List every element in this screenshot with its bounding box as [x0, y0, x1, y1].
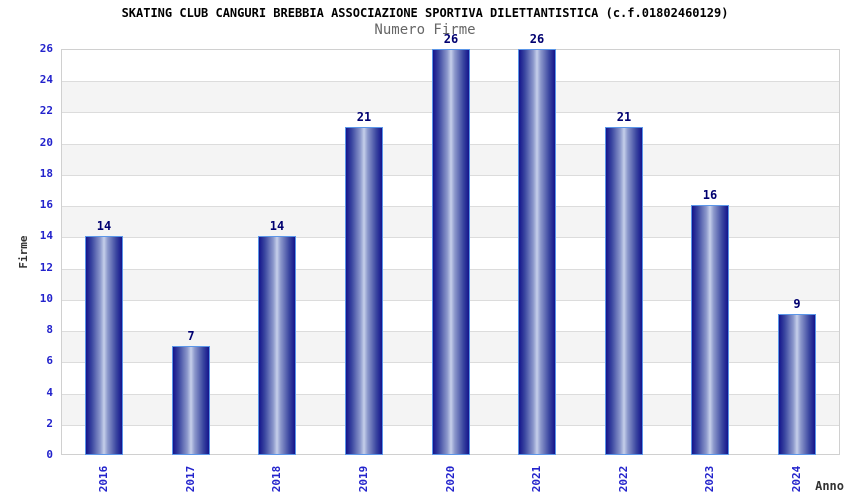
- bar-value-label: 14: [269, 219, 285, 233]
- y-tick-label: 2: [46, 417, 53, 430]
- chart-title: SKATING CLUB CANGURI BREBBIA ASSOCIAZION…: [121, 6, 729, 20]
- x-tick-label: 2017: [184, 465, 197, 493]
- x-tick-label: 2024: [790, 465, 803, 493]
- x-tick-label: 2021: [530, 465, 543, 493]
- y-tick-label: 16: [39, 198, 53, 211]
- x-axis-label: Anno: [815, 479, 844, 493]
- y-tick-label: 24: [39, 73, 53, 86]
- bar-value-label: 26: [443, 32, 459, 46]
- y-tick-label: 14: [39, 229, 53, 242]
- bar-2023: [691, 205, 729, 455]
- bar-2022: [605, 127, 643, 455]
- y-tick-label: 6: [46, 354, 53, 367]
- bar-2018: [258, 236, 296, 455]
- x-tick-label: 2019: [357, 465, 370, 493]
- chart-subtitle: Numero Firme: [374, 22, 476, 38]
- bar-2021: [518, 49, 556, 455]
- bar-value-label: 21: [616, 110, 632, 124]
- x-tick-label: 2018: [270, 465, 283, 493]
- y-tick-label: 20: [39, 136, 53, 149]
- y-tick-label: 8: [46, 323, 53, 336]
- x-tick-label: 2023: [703, 465, 716, 493]
- bar-2024: [778, 314, 816, 455]
- bar-value-label: 9: [793, 297, 801, 311]
- y-tick-label: 26: [39, 42, 53, 55]
- bar-value-label: 21: [356, 110, 372, 124]
- x-tick-label: 2016: [97, 465, 110, 493]
- bar-value-label: 16: [702, 188, 718, 202]
- bar-2019: [345, 127, 383, 455]
- bar-value-label: 26: [529, 32, 545, 46]
- x-tick-label: 2020: [444, 465, 457, 493]
- y-axis-label: Firme: [17, 235, 30, 269]
- y-tick-label: 22: [39, 104, 53, 117]
- bar-2016: [85, 236, 123, 455]
- y-tick-label: 0: [46, 448, 53, 461]
- bar-2017: [172, 346, 210, 455]
- y-tick-label: 10: [39, 292, 53, 305]
- y-tick-label: 18: [39, 167, 53, 180]
- y-tick-label: 4: [46, 386, 53, 399]
- bar-2020: [432, 49, 470, 455]
- bar-value-label: 7: [187, 329, 195, 343]
- y-tick-label: 12: [39, 261, 53, 274]
- bar-value-label: 14: [96, 219, 112, 233]
- x-tick-label: 2022: [617, 465, 630, 493]
